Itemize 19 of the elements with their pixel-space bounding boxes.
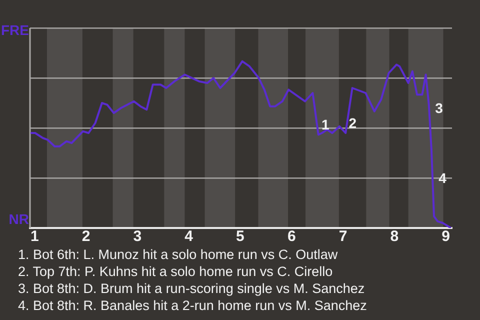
annotation: 2 (348, 114, 357, 131)
x-tick-label: 7 (338, 228, 348, 246)
x-tick-label: 2 (82, 228, 90, 246)
annotation: NR (8, 210, 29, 227)
text: 4. Bot 8th: R. Banales hit a 2-run home run vs M. Sanchez (18, 297, 367, 314)
annotation: 3 (435, 100, 444, 116)
annotation: 4 (438, 170, 447, 186)
x-tick-label: 6 (287, 228, 296, 246)
text: 1. Bot 6th: L. Munoz hit a solo home run vs C. Outlaw (18, 246, 339, 263)
annotation: 1 (321, 116, 330, 133)
text: 2. Top 7th: P. Kuhns hit a solo home run vs C. Cirello (18, 263, 334, 280)
x-tick-label: 3 (133, 228, 142, 246)
x-tick-label: 8 (390, 228, 399, 246)
text: FRE (1, 22, 29, 38)
x-tick-label: 1 (30, 228, 39, 246)
x-tick-label: 5 (236, 228, 244, 246)
text: 3. Bot 8th: D. Brum hit a run-scoring single vs M. Sanchez (18, 280, 366, 297)
x-tick-label: 9 (442, 228, 450, 246)
x-tick-label: 4 (184, 228, 194, 246)
